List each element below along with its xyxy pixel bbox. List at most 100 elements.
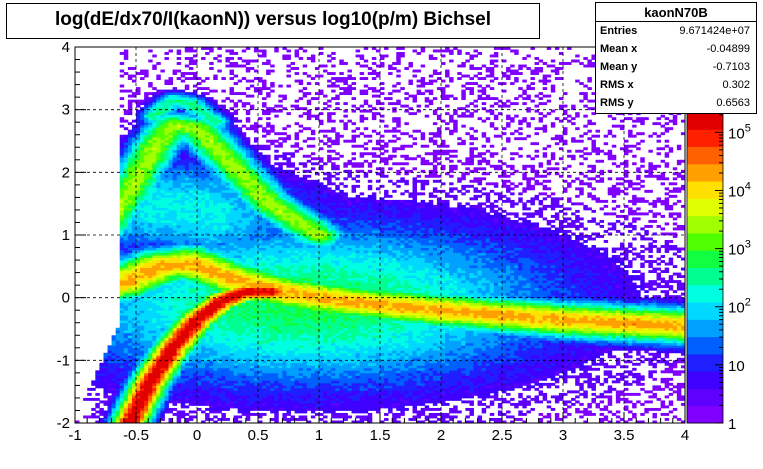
heatmap-cell [136, 237, 141, 241]
heatmap-cell [152, 260, 157, 263]
heatmap-cell [262, 157, 267, 161]
heatmap-cell [197, 310, 202, 314]
heatmap-cell [144, 199, 149, 203]
heatmap-cell [131, 182, 137, 186]
heatmap-cell [168, 322, 173, 326]
heatmap-cell [241, 407, 247, 411]
heatmap-cell [253, 139, 259, 143]
heatmap-cell [209, 282, 214, 286]
heatmap-cell [160, 290, 165, 294]
heatmap-cell [172, 237, 178, 241]
heatmap-cell [172, 159, 178, 163]
heatmap-cell [140, 360, 145, 364]
heatmap-cell [209, 380, 214, 384]
heatmap-cell [197, 87, 202, 91]
heatmap-cell [249, 84, 255, 88]
heatmap-cell [266, 59, 271, 63]
heatmap-cell [136, 350, 141, 354]
heatmap-cell [241, 149, 247, 153]
heatmap-cell [197, 112, 202, 116]
heatmap-cell [156, 240, 161, 243]
heatmap-cell [233, 337, 239, 341]
heatmap-cell [237, 187, 243, 191]
heatmap-cell [95, 397, 100, 401]
heatmap-cell [144, 204, 149, 208]
heatmap-cell [253, 262, 259, 266]
heatmap-cell [262, 345, 267, 349]
heatmap-cell [221, 340, 226, 344]
heatmap-cell [164, 142, 169, 146]
heatmap-cell [217, 332, 222, 336]
heatmap-cell [258, 365, 263, 369]
heatmap-cell [168, 204, 173, 208]
heatmap-cell [144, 194, 149, 198]
heatmap-cell [233, 187, 239, 191]
heatmap-cell [160, 402, 165, 406]
heatmap-cell [221, 182, 226, 186]
heatmap-cell [176, 232, 182, 236]
heatmap-cell [233, 237, 239, 241]
heatmap-cell [217, 252, 222, 256]
heatmap-cell [197, 229, 202, 233]
heatmap-cell [241, 390, 247, 394]
heatmap-cell [168, 99, 173, 103]
heatmap-cell [140, 240, 145, 243]
heatmap-cell [270, 370, 275, 374]
heatmap-cell [253, 315, 259, 319]
heatmap-cell [197, 199, 202, 203]
heatmap-cell [266, 287, 271, 291]
heatmap-cell [131, 139, 137, 143]
heatmap-cell [127, 270, 133, 273]
heatmap-cell [140, 157, 145, 161]
heatmap-cell [127, 187, 133, 191]
heatmap-cell [221, 320, 226, 324]
heatmap-cell [201, 262, 206, 266]
heatmap-cell [188, 187, 194, 191]
heatmap-cell [192, 202, 198, 206]
heatmap-cell [160, 212, 165, 216]
heatmap-cell [123, 300, 129, 304]
heatmap-cell [152, 380, 157, 384]
heatmap-cell [152, 122, 157, 126]
heatmap-cell [164, 407, 169, 411]
heatmap-cell [156, 232, 161, 236]
heatmap-cell [103, 377, 108, 381]
heatmap-cell [152, 224, 157, 228]
heatmap-cell [192, 117, 198, 121]
heatmap-cell [176, 184, 182, 188]
heatmap-cell [221, 250, 226, 253]
heatmap-cell [262, 209, 267, 213]
heatmap-cell [188, 265, 194, 268]
heatmap-cell [123, 380, 129, 384]
heatmap-cell [144, 320, 149, 324]
heatmap-cell [184, 57, 190, 60]
heatmap-cell [156, 207, 161, 211]
heatmap-cell [180, 280, 186, 284]
heatmap-cell [172, 219, 178, 223]
heatmap-cell [119, 410, 125, 414]
heatmap-cell [188, 320, 194, 324]
heatmap-cell [148, 340, 153, 344]
heatmap-cell [258, 290, 263, 294]
heatmap-cell [205, 332, 210, 336]
heatmap-cell [127, 252, 133, 256]
heatmap-cell [164, 189, 169, 193]
heatmap-cell [229, 255, 234, 258]
heatmap-cell [237, 157, 243, 161]
heatmap-cell [192, 97, 198, 101]
heatmap-cell [205, 297, 210, 301]
heatmap-cell [164, 390, 169, 394]
heatmap-cell [160, 370, 165, 374]
heatmap-cell [127, 330, 133, 334]
heatmap-cell [205, 162, 210, 166]
heatmap-cell [221, 390, 226, 394]
heatmap-cell [127, 129, 133, 133]
heatmap-cell [249, 380, 255, 384]
heatmap-cell [180, 342, 186, 346]
heatmap-cell [188, 179, 194, 183]
heatmap-cell [99, 367, 104, 371]
heatmap-cell [221, 154, 226, 158]
heatmap-cell [192, 340, 198, 344]
heatmap-cell [221, 209, 226, 213]
heatmap-cell [192, 102, 198, 106]
